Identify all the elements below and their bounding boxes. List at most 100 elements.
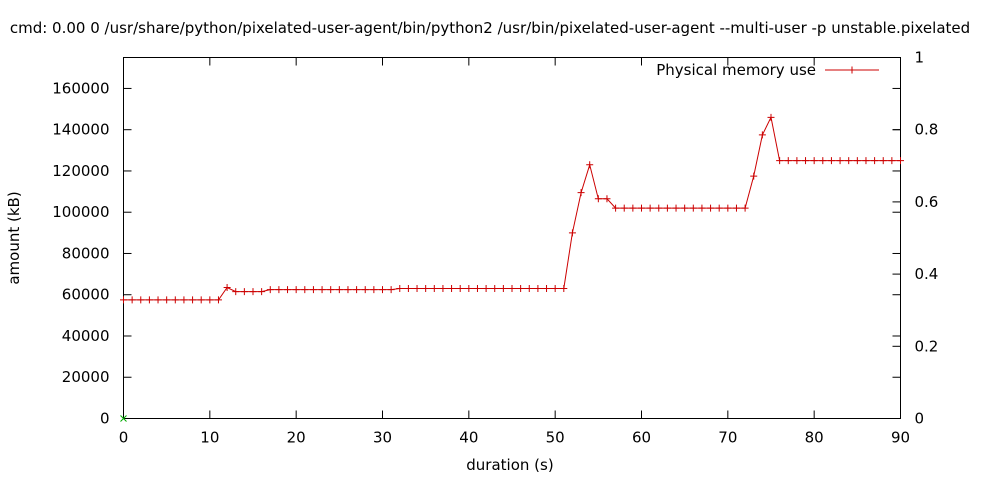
data-point-marker	[499, 285, 507, 293]
data-point-marker	[888, 157, 896, 165]
data-point-marker	[214, 296, 222, 304]
origin-marker	[120, 415, 127, 422]
data-point-marker	[240, 288, 248, 296]
y-tick-label: 120000	[52, 162, 109, 180]
data-point-marker	[845, 157, 853, 165]
data-point-marker	[802, 157, 810, 165]
data-point-marker	[689, 204, 697, 212]
series-layer	[120, 113, 904, 422]
data-point-marker	[586, 161, 594, 169]
data-point-marker	[862, 157, 870, 165]
data-point-marker	[379, 286, 386, 294]
data-point-marker	[309, 286, 317, 294]
x-tick-label: 10	[200, 429, 219, 447]
data-point-marker	[387, 286, 395, 294]
y-tick-label: 0	[100, 410, 110, 428]
data-point-marker	[819, 157, 827, 165]
data-point-marker	[750, 172, 758, 180]
data-point-marker	[258, 288, 266, 296]
data-point-marker	[422, 285, 430, 293]
data-point-marker	[672, 204, 680, 212]
data-point-marker	[638, 204, 645, 212]
data-point-marker	[655, 204, 663, 212]
data-point-marker	[327, 286, 335, 294]
data-point-marker	[793, 157, 801, 165]
y-axis-ticks: 0 20000 40000 60000 80000 100000 120000 140000 1…	[52, 79, 901, 428]
x-tick-label: 50	[546, 429, 565, 447]
data-point-marker	[232, 288, 240, 296]
data-point-marker	[344, 286, 352, 294]
data-point-marker	[560, 285, 568, 293]
data-point-marker	[120, 296, 127, 304]
data-point-marker	[370, 286, 378, 294]
data-point-marker	[430, 285, 438, 293]
data-point-marker	[620, 204, 628, 212]
y2-tick-label: 0	[915, 410, 925, 428]
data-point-marker	[698, 204, 706, 212]
data-point-marker	[836, 157, 844, 165]
data-point-marker	[456, 285, 464, 293]
data-point-marker	[223, 284, 231, 292]
data-point-marker	[335, 286, 343, 294]
data-point-marker	[534, 285, 542, 293]
data-point-marker	[145, 296, 153, 304]
data-point-marker	[361, 286, 369, 294]
chart-title: cmd: 0.00 0 /usr/share/python/pixelated-…	[10, 19, 970, 37]
data-point-marker	[396, 285, 404, 293]
data-point-marker	[275, 286, 283, 294]
y-tick-label: 40000	[62, 327, 110, 345]
data-point-marker	[301, 286, 309, 294]
data-point-marker	[758, 131, 766, 139]
y-tick-label: 140000	[52, 121, 109, 139]
data-point-marker	[491, 285, 499, 293]
data-point-marker	[715, 204, 723, 212]
data-point-marker	[154, 296, 162, 304]
legend: Physical memory use	[656, 61, 879, 79]
data-point-marker	[879, 157, 887, 165]
data-point-marker	[353, 286, 361, 294]
data-point-marker	[266, 286, 274, 294]
data-point-marker	[681, 204, 689, 212]
data-point-marker	[292, 286, 300, 294]
data-point-marker	[663, 204, 671, 212]
data-point-marker	[404, 285, 412, 293]
data-point-marker	[724, 204, 732, 212]
x-axis-label: duration (s)	[466, 456, 553, 474]
y2-tick-label: 0.8	[915, 121, 939, 139]
data-point-marker	[517, 285, 525, 293]
data-point-marker	[543, 285, 551, 293]
data-point-marker	[439, 285, 447, 293]
data-point-marker	[577, 189, 585, 197]
y2-tick-label: 0.4	[915, 265, 939, 283]
legend-label-physical-memory-use: Physical memory use	[656, 61, 816, 79]
data-point-marker	[249, 288, 257, 296]
data-point-marker	[128, 296, 136, 304]
y-tick-label: 20000	[62, 368, 110, 386]
data-point-marker	[810, 157, 818, 165]
data-point-marker	[163, 296, 171, 304]
x-tick-label: 0	[119, 429, 129, 447]
data-point-marker	[482, 285, 490, 293]
data-point-marker	[707, 204, 715, 212]
data-point-marker	[612, 204, 620, 212]
data-point-marker	[784, 157, 792, 165]
x-tick-label: 60	[632, 429, 651, 447]
data-point-marker	[827, 157, 835, 165]
data-point-marker	[871, 157, 879, 165]
y-tick-label: 80000	[62, 244, 110, 262]
y2-axis-ticks: 0 0.2 0.4 0.6 0.8 1	[892, 49, 939, 428]
y-tick-label: 60000	[62, 286, 110, 304]
x-axis-ticks: 0 10 20 30 40 50 60 70 80 90	[119, 57, 910, 447]
data-point-marker	[741, 204, 749, 212]
data-point-marker	[897, 157, 904, 165]
data-point-marker	[318, 286, 326, 294]
data-point-marker	[171, 296, 179, 304]
y-tick-label: 100000	[52, 203, 109, 221]
y2-tick-label: 0.2	[915, 337, 939, 355]
data-point-marker	[508, 285, 516, 293]
data-point-marker	[732, 204, 740, 212]
data-point-marker	[448, 285, 456, 293]
data-point-marker	[594, 195, 602, 203]
series-line	[123, 115, 901, 301]
